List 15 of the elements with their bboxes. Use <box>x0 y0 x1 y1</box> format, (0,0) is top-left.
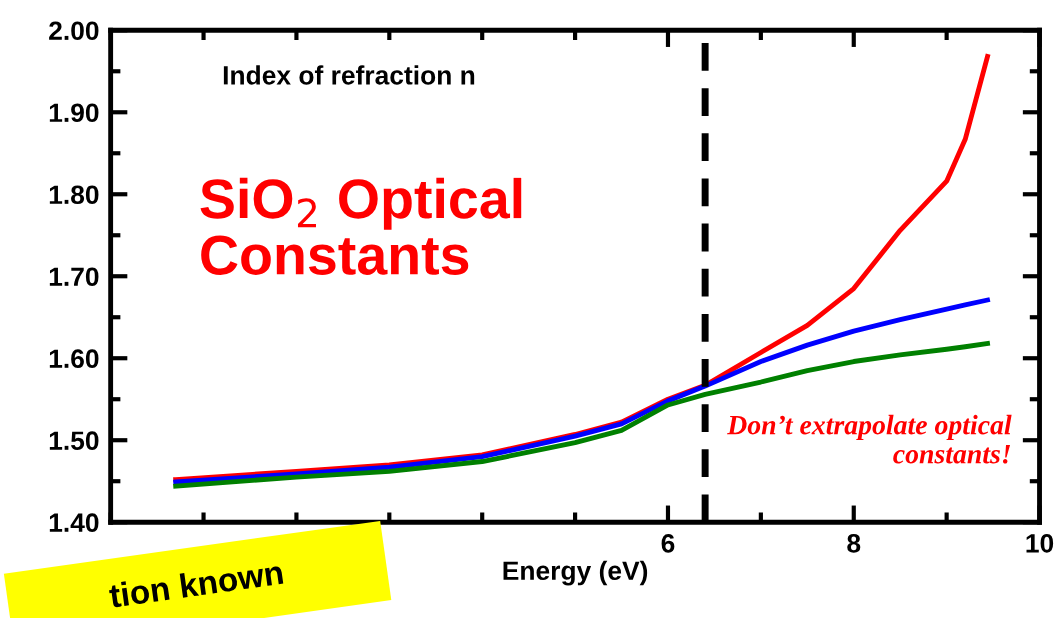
text: tion known <box>108 559 284 609</box>
x-tick-label: 10 <box>1026 534 1054 553</box>
y-tick-label: 1.50 <box>49 431 99 451</box>
x-tick-label: 6 <box>661 534 675 553</box>
annotation: SiO$_{2}$ Optical Constants <box>200 177 522 275</box>
y-tick-label: 2.00 <box>49 21 99 41</box>
y-tick-label: 1.80 <box>49 185 99 205</box>
y-tick-label: 1.40 <box>49 513 99 533</box>
x-axis-title: Energy (eV) <box>503 560 648 586</box>
y-tick-label: 1.90 <box>49 103 99 123</box>
y-tick-label: 1.70 <box>49 267 99 287</box>
y-tick-label: 1.60 <box>49 349 99 369</box>
annotation: Don’t extrapolate optical constants! <box>727 414 1012 464</box>
x-tick-label: 8 <box>847 534 861 553</box>
annotation: Index of refraction n <box>223 65 475 85</box>
